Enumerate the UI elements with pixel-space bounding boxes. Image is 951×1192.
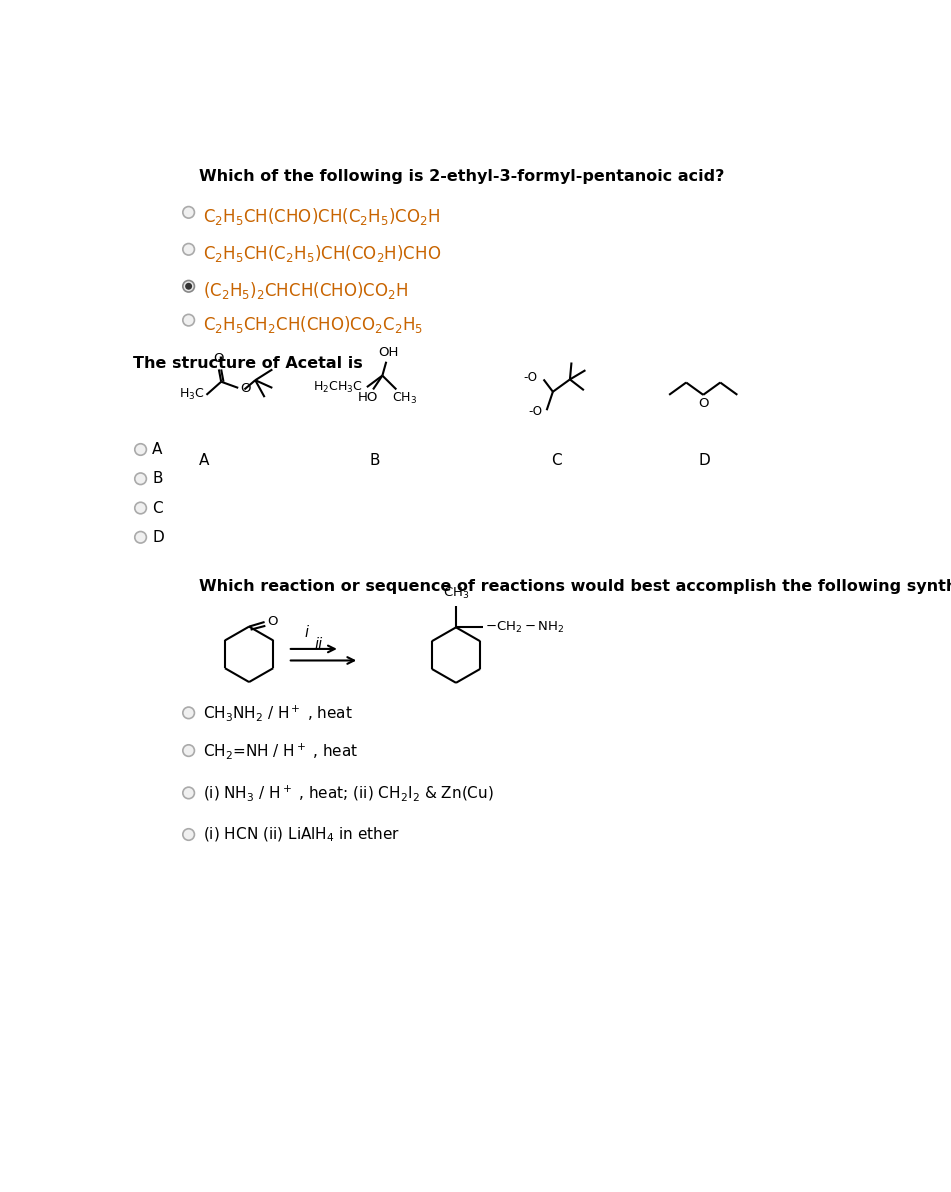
Circle shape (183, 206, 194, 218)
Text: A: A (199, 453, 209, 467)
Text: The structure of Acetal is: The structure of Acetal is (133, 355, 362, 371)
Text: CH$_3$: CH$_3$ (443, 586, 469, 601)
Text: Which reaction or sequence of reactions would best accomplish the following synt: Which reaction or sequence of reactions … (199, 579, 951, 594)
Text: A: A (152, 442, 163, 457)
Circle shape (135, 473, 146, 484)
Text: CH$_3$NH$_2$ / H$^+$ , heat: CH$_3$NH$_2$ / H$^+$ , heat (203, 703, 353, 722)
Circle shape (183, 280, 194, 292)
Circle shape (183, 787, 194, 799)
Text: CH$_2$=NH / H$^+$ , heat: CH$_2$=NH / H$^+$ , heat (203, 740, 358, 760)
Text: (i) HCN (ii) LiAlH$_4$ in ether: (i) HCN (ii) LiAlH$_4$ in ether (203, 825, 399, 844)
Circle shape (135, 532, 146, 544)
Circle shape (183, 315, 194, 325)
Text: C$_2$H$_5$CH$_2$CH(CHO)CO$_2$C$_2$H$_5$: C$_2$H$_5$CH$_2$CH(CHO)CO$_2$C$_2$H$_5$ (203, 313, 423, 335)
Text: C$_2$H$_5$CH(CHO)CH(C$_2$H$_5$)CO$_2$H: C$_2$H$_5$CH(CHO)CH(C$_2$H$_5$)CO$_2$H (203, 206, 440, 228)
Text: C$_2$H$_5$CH(C$_2$H$_5$)CH(CO$_2$H)CHO: C$_2$H$_5$CH(C$_2$H$_5$)CH(CO$_2$H)CHO (203, 243, 440, 265)
Circle shape (135, 502, 146, 514)
Text: H$_3$C: H$_3$C (179, 387, 204, 403)
Circle shape (135, 443, 146, 455)
Circle shape (185, 283, 192, 290)
Text: (i) NH$_3$ / H$^+$ , heat; (ii) CH$_2$I$_2$ & Zn(Cu): (i) NH$_3$ / H$^+$ , heat; (ii) CH$_2$I$… (203, 783, 494, 802)
Text: D: D (152, 529, 164, 545)
Text: i: i (305, 626, 309, 640)
Text: CH$_3$: CH$_3$ (392, 391, 417, 406)
Text: ii: ii (315, 637, 323, 652)
Text: $-$CH$_2-$NH$_2$: $-$CH$_2-$NH$_2$ (485, 620, 564, 635)
Circle shape (183, 243, 194, 255)
Text: H$_2$CH$_3$C: H$_2$CH$_3$C (313, 379, 363, 395)
Text: C: C (552, 453, 562, 467)
Text: D: D (698, 453, 709, 467)
Text: O: O (267, 615, 279, 628)
Text: O: O (214, 352, 224, 365)
Text: -O: -O (523, 372, 537, 384)
Text: C: C (152, 501, 163, 515)
Text: O: O (698, 397, 708, 410)
Circle shape (183, 707, 194, 719)
Text: -O: -O (528, 405, 542, 418)
Text: B: B (369, 453, 379, 467)
Circle shape (183, 828, 194, 840)
Text: Which of the following is 2-ethyl-3-formyl-pentanoic acid?: Which of the following is 2-ethyl-3-form… (199, 169, 724, 185)
Text: B: B (152, 471, 163, 486)
Text: (C$_2$H$_5$)$_2$CHCH(CHO)CO$_2$H: (C$_2$H$_5$)$_2$CHCH(CHO)CO$_2$H (203, 280, 408, 302)
Text: O: O (240, 383, 250, 396)
Text: OH: OH (378, 346, 398, 359)
Circle shape (183, 745, 194, 757)
Text: HO: HO (359, 391, 378, 404)
